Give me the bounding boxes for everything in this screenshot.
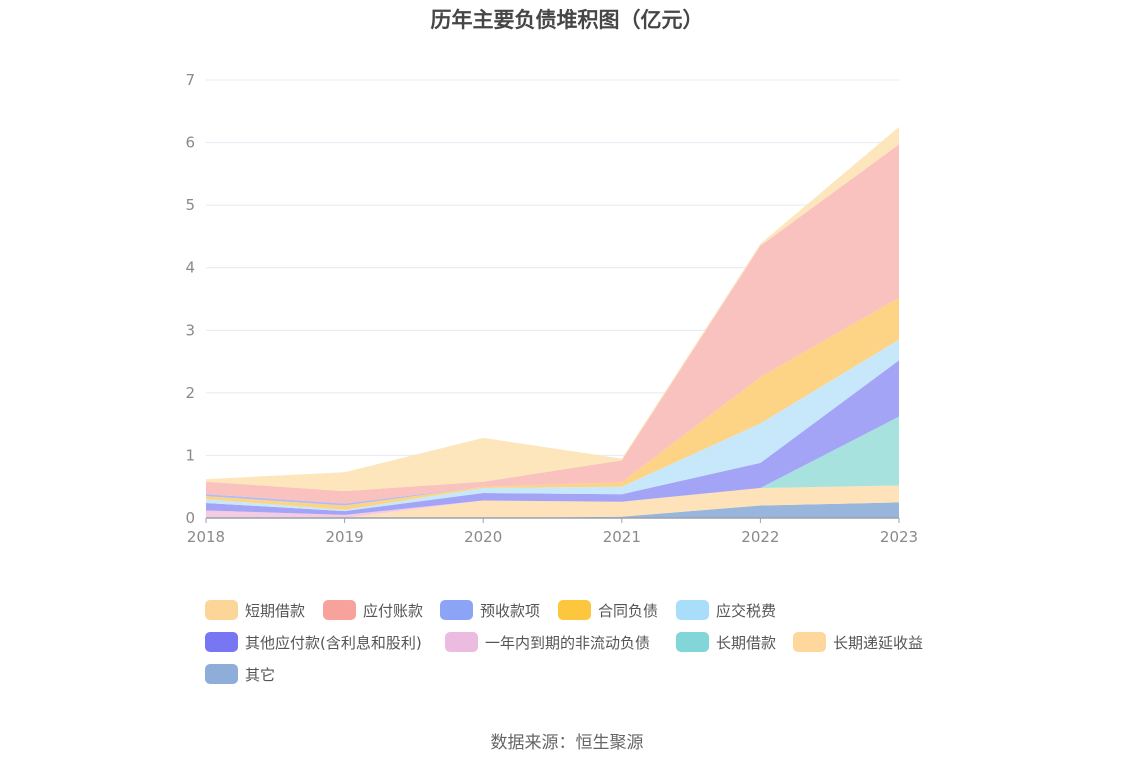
y-tick-label: 6	[185, 134, 195, 152]
legend-item[interactable]: 其他应付款(含利息和股利)	[205, 630, 422, 654]
legend-label: 应付账款	[363, 601, 424, 620]
legend-label: 长期递延收益	[833, 633, 924, 652]
y-tick-label: 5	[185, 196, 195, 214]
legend-swatch	[445, 632, 478, 652]
y-tick-label: 1	[185, 446, 195, 464]
area-series: 其它长期递延收益长期借款一年内到期的非流动负债其他应付款(含利息和股利)应交税费…	[206, 126, 899, 519]
y-tick-label: 7	[185, 71, 195, 89]
legend-label: 其它	[245, 665, 276, 684]
legend-swatch	[205, 632, 238, 652]
area-series[interactable]: 其他应付款(含利息和股利)	[206, 360, 899, 515]
x-tick-label: 2021	[603, 528, 641, 546]
legend-swatch	[440, 600, 473, 620]
x-tick-label: 2018	[187, 528, 225, 546]
legend-label: 长期借款	[716, 633, 777, 652]
legend-item[interactable]: 预收款项	[440, 598, 540, 622]
legend-item[interactable]: 短期借款	[205, 598, 305, 622]
legend-swatch	[676, 632, 709, 652]
x-tick-label: 2020	[464, 528, 502, 546]
legend-item[interactable]: 其它	[205, 662, 275, 686]
legend-swatch	[205, 664, 238, 684]
axes: 0 1 2 3 4 5 6 7 2018 2019 2020 2021 2022 2023	[185, 71, 918, 546]
y-tick-label: 3	[185, 321, 195, 339]
grid-lines	[206, 79, 899, 456]
legend-label: 短期借款	[245, 601, 306, 620]
legend-label: 一年内到期的非流动负债	[485, 633, 651, 652]
legend-item[interactable]: 长期借款	[676, 630, 776, 654]
y-tick-label: 0	[185, 509, 195, 527]
legend-swatch	[323, 600, 356, 620]
legend-item[interactable]: 长期递延收益	[793, 630, 923, 654]
legend-swatch	[793, 632, 826, 652]
legend-label: 应交税费	[716, 601, 777, 620]
y-tick-label: 2	[185, 384, 195, 402]
x-tick-label: 2022	[741, 528, 779, 546]
area-series[interactable]: 应付账款	[206, 144, 899, 504]
legend-item[interactable]: 应付账款	[323, 598, 423, 622]
area-series[interactable]: 应交税费	[206, 339, 899, 512]
source-note: 数据来源：恒生聚源	[490, 733, 644, 753]
legend-swatch	[205, 600, 238, 620]
legend-swatch	[558, 600, 591, 620]
legend-item[interactable]: 应交税费	[676, 598, 776, 622]
x-tick-label: 2019	[326, 528, 364, 546]
x-tick-label: 2023	[880, 528, 918, 546]
area-series[interactable]: 其它	[206, 502, 899, 518]
y-tick-label: 4	[185, 259, 195, 277]
legend-swatch	[676, 600, 709, 620]
legend-item[interactable]: 合同负债	[558, 598, 658, 622]
legend-label: 合同负债	[598, 601, 659, 620]
area-series[interactable]: 长期递延收益	[206, 485, 899, 519]
legend-label: 预收款项	[480, 601, 541, 620]
legend-item[interactable]: 一年内到期的非流动负债	[445, 630, 650, 654]
chart-title: 历年主要负债堆积图（亿元）	[430, 8, 704, 32]
area-series[interactable]: 合同负债	[206, 297, 899, 510]
legend-label: 其他应付款(含利息和股利)	[245, 633, 422, 652]
